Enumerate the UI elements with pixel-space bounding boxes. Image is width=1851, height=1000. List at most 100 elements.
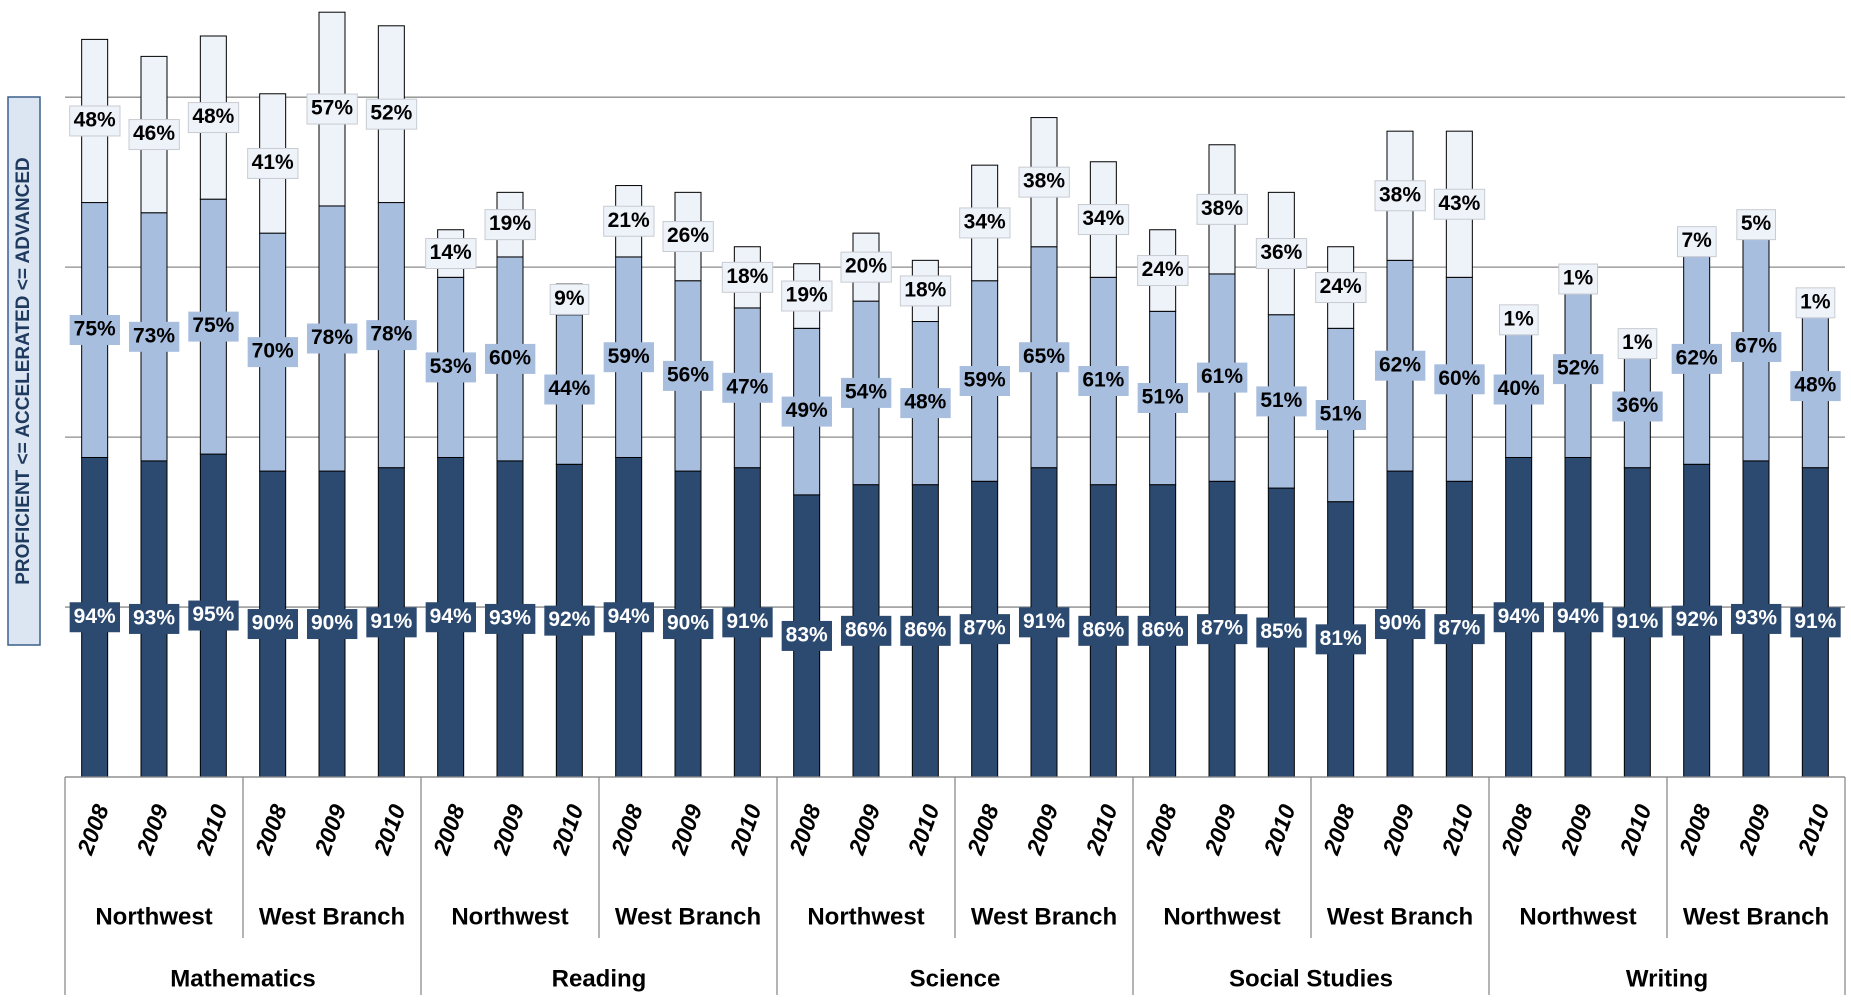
data-label-box — [722, 607, 773, 638]
data-label-box — [722, 372, 773, 403]
x-tick-label: 2009 — [1199, 801, 1241, 859]
data-label-box — [306, 93, 358, 125]
x-tick-label: 2009 — [1021, 801, 1063, 859]
data-label: 67% — [1735, 335, 1777, 358]
data-label: 78% — [370, 323, 412, 346]
data-label-box — [1795, 287, 1836, 319]
data-label-box — [603, 602, 655, 633]
data-label-box — [1552, 354, 1604, 385]
data-label: 90% — [252, 612, 294, 635]
data-label: 59% — [608, 345, 650, 368]
data-label: 53% — [430, 355, 472, 378]
data-label: 60% — [489, 346, 531, 369]
data-label-box — [900, 388, 951, 419]
data-label-box — [365, 98, 418, 130]
x-tick-label: 2010 — [546, 801, 588, 859]
data-label-box — [662, 221, 714, 253]
data-label-box — [425, 602, 477, 633]
x-tick-label: 2010 — [1792, 801, 1834, 859]
data-label: 87% — [1438, 617, 1480, 640]
data-label: 52% — [1557, 357, 1599, 380]
data-label: 62% — [1676, 346, 1718, 369]
data-label: 1% — [1622, 331, 1653, 354]
x-tick-label: 2010 — [368, 801, 410, 859]
x-tick-label: 2009 — [665, 801, 707, 859]
data-label-box — [721, 261, 774, 293]
data-label-box — [1730, 332, 1782, 363]
data-label-box — [1137, 615, 1189, 646]
data-label: 94% — [608, 605, 650, 628]
x-tick-label: 2008 — [428, 801, 470, 859]
data-label: 19% — [786, 284, 828, 307]
data-label-box — [781, 396, 833, 427]
data-label-box — [1315, 272, 1367, 304]
school-label: Northwest — [807, 903, 924, 930]
school-label: West Branch — [259, 903, 405, 930]
data-label: 44% — [548, 377, 590, 400]
data-label: 85% — [1260, 620, 1302, 643]
school-label: Northwest — [1163, 903, 1280, 930]
data-label: 24% — [1142, 258, 1184, 281]
data-label-box — [1137, 255, 1189, 287]
data-label-box — [69, 602, 121, 633]
data-label: 90% — [311, 612, 353, 635]
data-label: 90% — [1379, 612, 1421, 635]
data-label: 91% — [726, 610, 768, 633]
x-tick-label: 2010 — [1436, 801, 1478, 859]
data-label-box — [1374, 350, 1426, 381]
x-tick-label: 2009 — [1377, 801, 1419, 859]
data-label-box — [1196, 614, 1248, 645]
data-label: 61% — [1201, 365, 1243, 388]
data-label: 1% — [1503, 307, 1534, 330]
data-label: 91% — [1616, 610, 1658, 633]
data-label-box — [1552, 602, 1604, 633]
data-label-box — [188, 311, 239, 342]
data-label-box — [1730, 603, 1782, 634]
data-label-box — [959, 207, 1011, 239]
data-label: 73% — [133, 324, 175, 347]
data-label-box — [1078, 366, 1129, 397]
x-tick-label: 2008 — [606, 801, 648, 859]
data-label-box — [484, 209, 536, 241]
data-label-box — [1790, 371, 1841, 402]
data-label-box — [366, 607, 417, 638]
data-label: 24% — [1320, 275, 1362, 298]
data-label-box — [662, 360, 714, 391]
data-label-box — [549, 283, 590, 315]
data-label-box — [1255, 238, 1308, 270]
data-label-box — [1736, 209, 1776, 241]
x-tick-label: 2008 — [1318, 801, 1360, 859]
data-label: 14% — [430, 241, 472, 264]
data-label-box — [306, 609, 358, 640]
data-label: 94% — [1557, 605, 1599, 628]
data-label-box — [899, 275, 952, 307]
data-label: 75% — [74, 318, 116, 341]
subject-label: Science — [910, 965, 1001, 992]
data-label-box — [1493, 602, 1545, 633]
x-tick-label: 2008 — [1496, 801, 1538, 859]
data-label-box — [1671, 343, 1723, 374]
data-label: 87% — [964, 617, 1006, 640]
data-label: 48% — [904, 391, 946, 414]
data-label-box — [1671, 605, 1723, 636]
data-label-box — [306, 323, 358, 354]
data-label: 34% — [964, 210, 1006, 233]
school-label: West Branch — [1683, 903, 1829, 930]
subject-label: Writing — [1626, 965, 1708, 992]
subject-label: Mathematics — [170, 965, 315, 992]
data-label: 61% — [1082, 369, 1124, 392]
x-tick-label: 2008 — [250, 801, 292, 859]
data-label: 87% — [1201, 617, 1243, 640]
data-label-box — [484, 603, 536, 634]
data-label: 90% — [667, 612, 709, 635]
data-label-box — [69, 105, 121, 137]
data-label-box — [484, 343, 536, 374]
x-tick-label: 2008 — [962, 801, 1004, 859]
data-label-box — [959, 366, 1011, 397]
data-label: 91% — [1023, 610, 1065, 633]
data-label: 18% — [726, 265, 768, 288]
x-tick-label: 2008 — [1674, 801, 1716, 859]
school-label: West Branch — [615, 903, 761, 930]
data-label: 95% — [192, 603, 234, 626]
data-label-box — [1493, 374, 1545, 405]
